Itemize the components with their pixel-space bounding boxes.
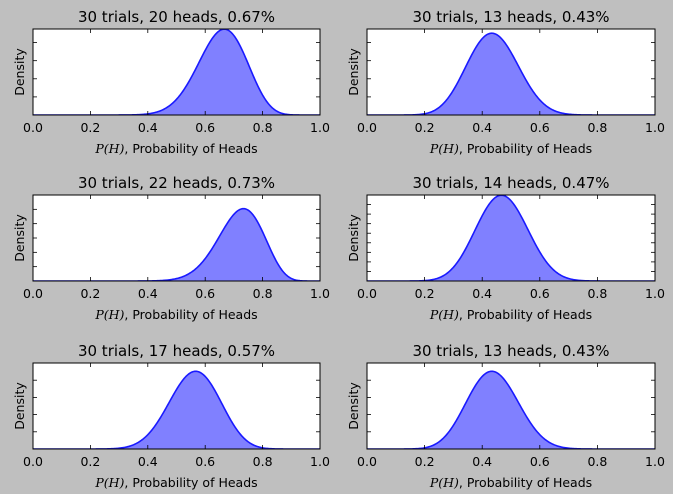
x-tick-label: 0.6 (195, 454, 215, 469)
x-tick-label: 0.4 (472, 454, 492, 469)
x-tick-label: 0.8 (587, 454, 607, 469)
density-fill (33, 371, 320, 449)
x-tick-label: 0.4 (138, 120, 158, 135)
density-fill (367, 371, 655, 449)
x-tick-label: 0.2 (80, 454, 100, 469)
subplot-title: 30 trials, 17 heads, 0.57% (78, 342, 275, 360)
x-tick-label: 0.6 (530, 286, 550, 301)
x-tick-label: 0.4 (138, 454, 158, 469)
y-axis-label: Density (346, 48, 361, 96)
axes-frame (32, 28, 321, 116)
x-tick-label: 0.2 (415, 286, 435, 301)
x-axis-label-text: , Probability of Heads (459, 307, 592, 322)
density-fill (33, 208, 320, 281)
x-tick-label: 1.0 (645, 454, 665, 469)
density-line (33, 207, 320, 281)
x-axis-label-text: , Probability of Heads (459, 475, 592, 490)
x-tick-label: 1.0 (310, 454, 330, 469)
x-axis-label-text: , Probability of Heads (124, 307, 257, 322)
y-axis-label: Density (12, 48, 27, 96)
subplot-title: 30 trials, 22 heads, 0.73% (78, 174, 275, 192)
x-tick-label: 0.6 (530, 120, 550, 135)
x-tick-label: 0.8 (253, 454, 273, 469)
x-tick-label: 0.6 (195, 120, 215, 135)
axes-frame (366, 362, 656, 450)
x-tick-label: 0.4 (138, 286, 158, 301)
subplot-title: 30 trials, 14 heads, 0.47% (412, 174, 609, 192)
x-axis-label-math: P(H) (429, 307, 459, 322)
axes-frame (366, 194, 656, 282)
axes-frame (32, 362, 321, 450)
x-tick-label: 0.4 (472, 120, 492, 135)
x-tick-label: 0.0 (23, 120, 43, 135)
x-axis-label: P(H), Probability of Heads (94, 307, 257, 322)
x-tick-label: 1.0 (310, 120, 330, 135)
subplot-6: 0.0 0.2 0.4 0.6 0.8 1.0 30 trials, 13 heads, 0… (346, 342, 665, 490)
x-axis-label-math: P(H) (94, 141, 124, 156)
x-tick-label: 1.0 (310, 286, 330, 301)
x-axis-label: P(H), Probability of Heads (429, 141, 592, 156)
x-axis-label: P(H), Probability of Heads (429, 307, 592, 322)
x-axis-label: P(H), Probability of Heads (94, 475, 257, 490)
y-axis-label: Density (346, 214, 361, 262)
x-axis-label-text: , Probability of Heads (459, 141, 592, 156)
x-tick-label: 0.0 (23, 286, 43, 301)
subplot-3: 0.0 0.2 0.4 0.6 0.8 1.0 30 trials, 22 heads, 0… (12, 174, 330, 322)
density-line (33, 29, 320, 115)
x-axis-label-math: P(H) (94, 307, 124, 322)
x-tick-label: 0.2 (80, 120, 100, 135)
subplot-5: 0.0 0.2 0.4 0.6 0.8 1.0 30 trials, 17 heads, 0… (12, 342, 330, 490)
y-axis-label: Density (12, 214, 27, 262)
y-axis-label: Density (12, 382, 27, 430)
x-tick-label: 1.0 (645, 120, 665, 135)
axes-frame (366, 28, 656, 116)
x-axis-label-math: P(H) (94, 475, 124, 490)
axes-frame (32, 194, 321, 282)
x-tick-label: 0.2 (415, 120, 435, 135)
x-tick-label: 0.8 (587, 120, 607, 135)
x-tick-label: 0.0 (23, 454, 43, 469)
x-tick-label: 0.6 (530, 454, 550, 469)
subplot-4: 0.0 0.2 0.4 0.6 0.8 1.0 30 trials, 14 heads, 0… (346, 174, 665, 322)
density-fill (33, 29, 320, 115)
density-fill (367, 33, 655, 115)
x-tick-label: 0.2 (415, 454, 435, 469)
subplot-title: 30 trials, 13 heads, 0.43% (412, 8, 609, 26)
x-tick-label: 0.0 (357, 286, 377, 301)
x-tick-label: 0.8 (253, 120, 273, 135)
x-axis-label: P(H), Probability of Heads (429, 475, 592, 490)
y-axis-label: Density (346, 382, 361, 430)
subplot-2: 0.0 0.2 0.4 0.6 0.8 1.0 30 trials, 13 heads, 0… (346, 8, 665, 156)
x-tick-label: 0.0 (357, 454, 377, 469)
x-tick-label: 0.8 (587, 286, 607, 301)
x-tick-label: 1.0 (645, 286, 665, 301)
subplot-title: 30 trials, 13 heads, 0.43% (412, 342, 609, 360)
x-tick-label: 0.0 (357, 120, 377, 135)
x-axis-label-math: P(H) (429, 141, 459, 156)
x-tick-label: 0.2 (80, 286, 100, 301)
x-axis-label-text: , Probability of Heads (124, 475, 257, 490)
x-tick-label: 0.6 (195, 286, 215, 301)
x-axis-label-math: P(H) (429, 475, 459, 490)
x-axis-label-text: , Probability of Heads (124, 141, 257, 156)
subplot-title: 30 trials, 20 heads, 0.67% (78, 8, 275, 26)
density-fill (367, 195, 655, 281)
x-axis-label: P(H), Probability of Heads (94, 141, 257, 156)
subplot-1: 0.0 0.2 0.4 0.6 0.8 1.0 30 trials, 20 heads, 0… (12, 8, 330, 156)
x-tick-label: 0.8 (253, 286, 273, 301)
x-tick-label: 0.4 (472, 286, 492, 301)
